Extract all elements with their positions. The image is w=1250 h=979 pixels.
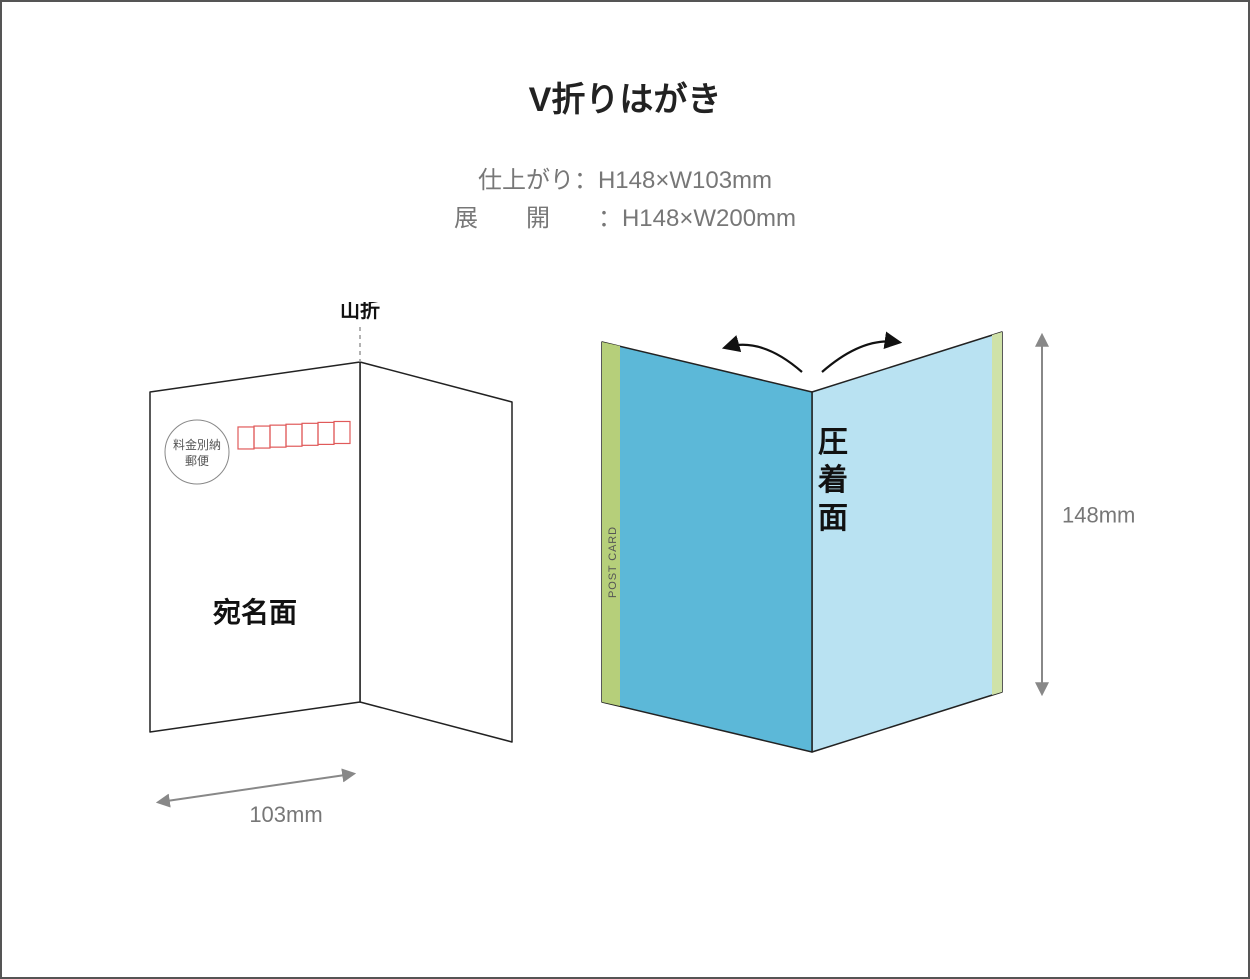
- diagram-frame: V折りはがき 仕上がり：H148×W103mm展開：H148×W200mm 山折…: [0, 0, 1250, 979]
- spec-value: H148×W103mm: [598, 167, 772, 194]
- address-face-label: 宛名面: [213, 596, 297, 628]
- spec-line: 仕上がり：H148×W103mm: [2, 162, 1248, 200]
- height-dim-label: 148mm: [1062, 503, 1135, 528]
- pressure-face-char: 圧: [818, 426, 848, 459]
- width-dim-label: 103mm: [249, 802, 322, 827]
- pressure-face-char: 面: [818, 502, 848, 535]
- spec-label: 展開: [454, 200, 598, 238]
- pressure-face-char: 着: [818, 463, 848, 497]
- stamp-line2: 郵便: [185, 454, 209, 468]
- diagram-svg: 山折料金別納郵便宛名面 103mm POST CARD 圧着面 148mm: [2, 302, 1250, 962]
- stamp-line1: 料金別納: [173, 437, 221, 452]
- diagram-title: V折りはがき: [2, 72, 1248, 121]
- spec-sep: ：: [574, 167, 598, 194]
- spec-sep: ：: [598, 205, 622, 232]
- spec-line: 展開：H148×W200mm: [2, 200, 1248, 238]
- spec-value: H148×W200mm: [622, 205, 796, 232]
- spec-label: 仕上がり: [478, 162, 574, 200]
- postcard-label: POST CARD: [607, 526, 619, 598]
- spec-block: 仕上がり：H148×W103mm展開：H148×W200mm: [2, 162, 1248, 239]
- diagram-stage: 山折料金別納郵便宛名面 103mm POST CARD 圧着面 148mm: [2, 302, 1248, 977]
- mountain-fold-label: 山折: [340, 302, 380, 322]
